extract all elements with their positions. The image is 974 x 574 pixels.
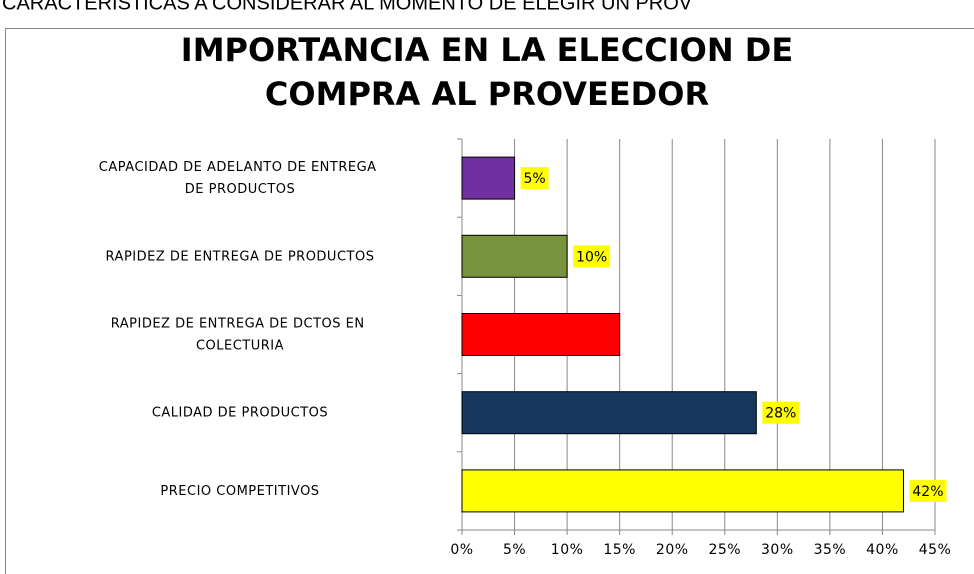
y-tick-label: PRECIO COMPETITIVOS <box>160 483 319 498</box>
x-tick-label: 25% <box>708 542 741 558</box>
y-tick-label: CALIDAD DE PRODUCTOS <box>152 405 328 420</box>
value-label-box <box>762 401 800 424</box>
y-tick-label: CAPACIDAD DE ADELANTO DE ENTREGA DE PROD… <box>99 160 381 197</box>
value-label: 10% <box>576 249 607 265</box>
chart-frame <box>5 28 974 574</box>
x-tick-label: 5% <box>503 542 526 558</box>
header: CARACTERISTICAS A CONSIDERAR AL MOMENTO … <box>2 0 693 14</box>
x-tick-label: 15% <box>603 542 636 558</box>
bar <box>461 234 568 278</box>
x-tick-label: 0% <box>450 542 473 558</box>
bar <box>461 391 757 435</box>
bar <box>461 156 516 200</box>
value-label-box <box>573 245 611 268</box>
x-tick-label: 35% <box>814 542 847 558</box>
x-tick-label: 45% <box>919 542 952 558</box>
value-label-box <box>520 167 549 190</box>
y-tick-label: RAPIDEZ DE ENTREGA DE PRODUCTOS <box>106 249 375 264</box>
x-tick-label: 30% <box>761 542 794 558</box>
value-label: 42% <box>912 484 943 500</box>
y-tick-label: RAPIDEZ DE ENTREGA DE DCTOS EN COLECTURI… <box>111 316 370 353</box>
x-tick-label: 40% <box>866 542 899 558</box>
value-label-box <box>909 479 947 502</box>
value-label: 5% <box>523 171 545 187</box>
x-tick-label: 10% <box>551 542 584 558</box>
bar <box>461 313 621 356</box>
chart-title: COMPRA AL PROVEEDOR <box>265 75 709 113</box>
bar <box>461 469 904 513</box>
chart-title: IMPORTANCIA EN LA ELECCION DE <box>181 31 793 69</box>
value-label: 28% <box>765 406 796 422</box>
x-tick-label: 20% <box>656 542 689 558</box>
